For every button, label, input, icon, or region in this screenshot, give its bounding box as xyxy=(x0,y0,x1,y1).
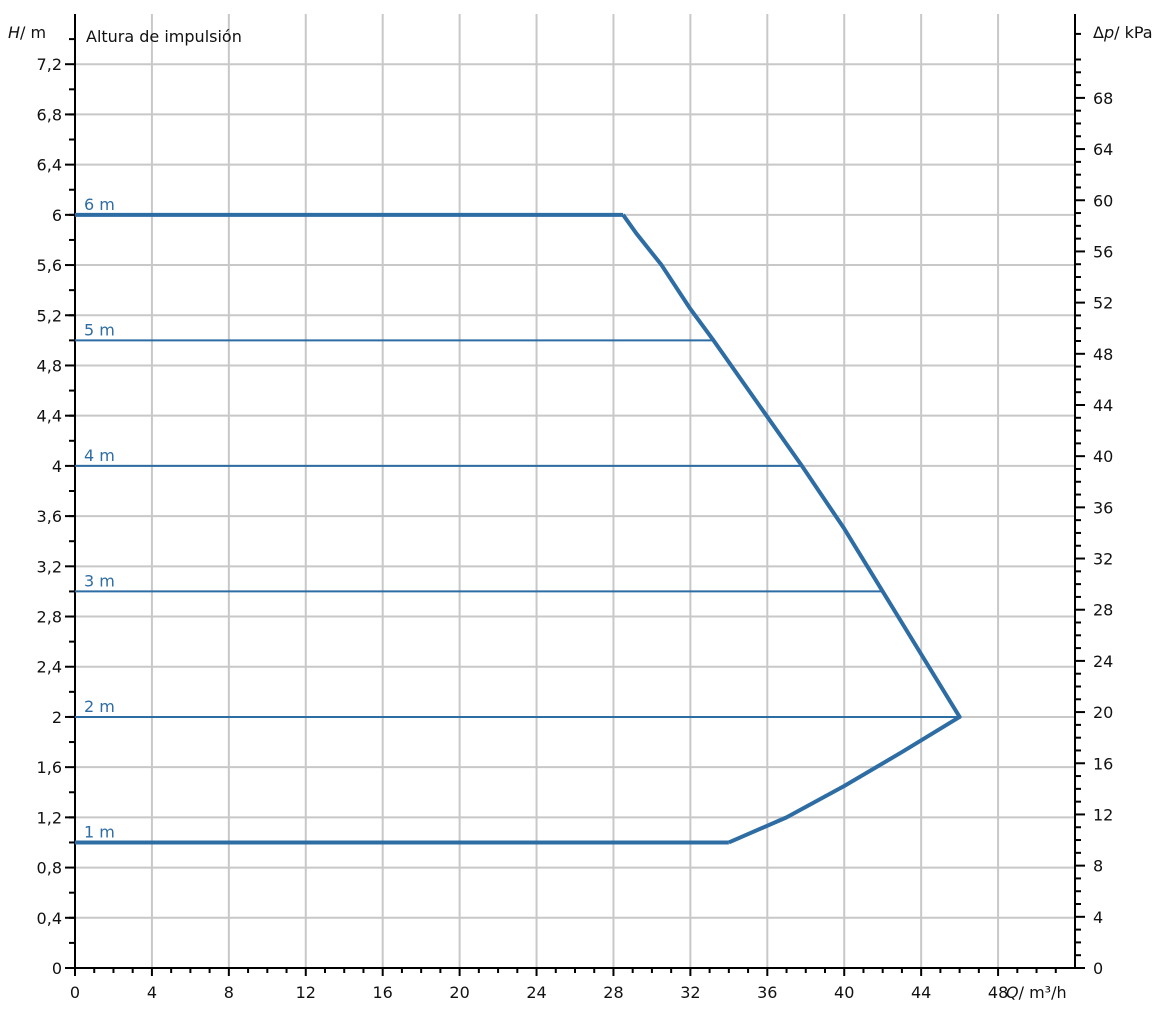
chart-title: Altura de impulsión xyxy=(86,27,242,46)
x-tick-label: 20 xyxy=(449,983,469,1002)
y-tick-label: 6 xyxy=(52,206,62,225)
y2-tick-label: 16 xyxy=(1093,754,1113,773)
head-line-label: 2 m xyxy=(84,697,115,716)
y-tick-label: 1,2 xyxy=(37,808,62,827)
y2-axis-label: Δp/ kPa xyxy=(1093,23,1153,42)
y2-tick-label: 44 xyxy=(1093,396,1113,415)
y-tick-label: 7,2 xyxy=(37,55,62,74)
y-tick-label: 6,8 xyxy=(37,105,62,124)
y-tick-label: 4,8 xyxy=(37,356,62,375)
y2-tick-label: 64 xyxy=(1093,140,1113,159)
x-tick-label: 0 xyxy=(70,983,80,1002)
x-tick-label: 8 xyxy=(224,983,234,1002)
y2-tick-label: 60 xyxy=(1093,191,1113,210)
head-line-label: 6 m xyxy=(84,195,115,214)
y-tick-label: 0 xyxy=(52,959,62,978)
y2-tick-label: 32 xyxy=(1093,550,1113,569)
x-tick-label: 48 xyxy=(988,983,1008,1002)
x-tick-label: 4 xyxy=(147,983,157,1002)
axes xyxy=(74,14,1076,969)
x-tick-label: 44 xyxy=(911,983,931,1002)
x-tick-label: 40 xyxy=(834,983,854,1002)
tick-labels: 0 4 8 12 16 20 24 28 32 36 40 44 4800,40,81,21,622,4… xyxy=(37,55,1114,1002)
y2-tick-label: 0 xyxy=(1093,959,1103,978)
y-tick-label: 6,4 xyxy=(37,156,62,175)
y-tick-label: 1,6 xyxy=(37,758,62,777)
head-line-label: 1 m xyxy=(84,822,115,841)
y2-tick-label: 24 xyxy=(1093,652,1113,671)
y-tick-label: 2 xyxy=(52,708,62,727)
x-tick-label: 28 xyxy=(603,983,623,1002)
x-tick-label: 24 xyxy=(526,983,546,1002)
y2-tick-label: 8 xyxy=(1093,857,1103,876)
y2-tick-label: 36 xyxy=(1093,498,1113,517)
curves: 6 m 5 m 4 m 3 m 2 m 1 m xyxy=(75,195,962,845)
head-line-label: 3 m xyxy=(84,571,115,590)
y-tick-label: 3,2 xyxy=(37,557,62,576)
y2-tick-label: 4 xyxy=(1093,908,1103,927)
y-tick-label: 2,8 xyxy=(37,608,62,627)
y2-tick-label: 48 xyxy=(1093,345,1113,364)
x-tick-label: 16 xyxy=(373,983,393,1002)
y-tick-label: 2,4 xyxy=(37,658,62,677)
y-tick-label: 4 xyxy=(52,457,62,476)
max-curve-envelope xyxy=(621,213,962,845)
y2-tick-label: 12 xyxy=(1093,805,1113,824)
head-line-label: 4 m xyxy=(84,446,115,465)
y2-tick-label: 56 xyxy=(1093,242,1113,261)
grid xyxy=(75,14,1075,968)
y2-tick-label: 28 xyxy=(1093,601,1113,620)
y2-tick-label: 52 xyxy=(1093,294,1113,313)
y-tick-label: 0,8 xyxy=(37,859,62,878)
x-tick-label: 12 xyxy=(296,983,316,1002)
y-tick-label: 5,2 xyxy=(37,306,62,325)
y-tick-label: 3,6 xyxy=(37,507,62,526)
y-tick-label: 5,6 xyxy=(37,256,62,275)
ticks xyxy=(65,32,1085,976)
y-tick-label: 4,4 xyxy=(37,407,62,426)
y-axis-label: H/ m xyxy=(8,23,46,42)
y-tick-label: 0,4 xyxy=(37,909,62,928)
head-line-label: 5 m xyxy=(84,320,115,339)
y2-tick-label: 20 xyxy=(1093,703,1113,722)
x-axis-label: Q/ m³/h xyxy=(1006,983,1067,1002)
x-tick-label: 32 xyxy=(680,983,700,1002)
y2-tick-label: 68 xyxy=(1093,89,1113,108)
y2-tick-label: 40 xyxy=(1093,447,1113,466)
x-tick-label: 36 xyxy=(757,983,777,1002)
